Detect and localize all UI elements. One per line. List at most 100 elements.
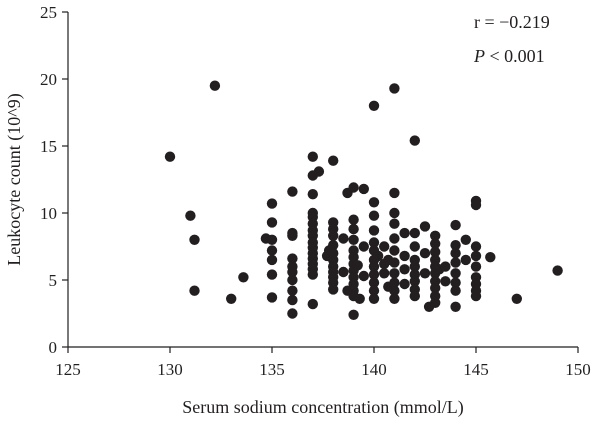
data-point xyxy=(266,198,278,209)
x-axis-title: Serum sodium concentration (mmol/L) xyxy=(182,397,463,418)
data-point xyxy=(185,210,196,221)
x-tick-label: 130 xyxy=(157,360,183,379)
data-point xyxy=(354,293,365,304)
data-point xyxy=(348,234,359,245)
data-point xyxy=(287,285,298,296)
data-point xyxy=(328,284,339,295)
data-point xyxy=(358,270,369,282)
x-tick-label: 135 xyxy=(259,360,285,379)
data-point xyxy=(307,151,318,162)
data-point xyxy=(379,241,390,252)
data-point xyxy=(552,265,563,276)
y-tick-label: 10 xyxy=(40,204,57,223)
data-point xyxy=(389,257,400,268)
data-point xyxy=(450,240,461,251)
data-point xyxy=(368,269,380,280)
data-point xyxy=(348,182,359,193)
data-point xyxy=(419,268,431,279)
x-axis: 125 130 135 140 145 150 xyxy=(55,346,591,379)
data-point xyxy=(313,166,325,177)
data-point xyxy=(399,264,410,275)
data-point xyxy=(209,80,221,91)
data-point xyxy=(368,197,380,208)
data-point xyxy=(358,183,369,195)
data-point xyxy=(450,257,461,268)
data-point xyxy=(419,221,431,232)
data-point xyxy=(450,248,461,259)
correlation-annotation: r = −0.219 xyxy=(474,12,550,32)
data-point xyxy=(348,214,359,225)
data-point xyxy=(389,187,400,199)
data-point xyxy=(379,268,390,279)
data-point xyxy=(328,155,339,166)
data-point xyxy=(389,277,400,288)
data-point xyxy=(358,241,369,252)
data-point xyxy=(430,238,441,249)
data-point xyxy=(287,308,298,319)
data-point xyxy=(430,297,441,308)
data-point xyxy=(470,241,482,252)
data-point xyxy=(460,234,471,245)
y-tick-label: 20 xyxy=(40,70,57,89)
data-point xyxy=(368,293,380,304)
data-point xyxy=(470,199,482,211)
data-point xyxy=(328,230,339,241)
data-point xyxy=(409,241,420,252)
x-tick-label: 145 xyxy=(463,360,489,379)
x-tick-label: 140 xyxy=(361,360,387,379)
data-point xyxy=(189,285,200,296)
data-point xyxy=(440,276,451,287)
data-point xyxy=(238,272,249,283)
y-axis: 0 5 10 15 20 25 xyxy=(40,3,69,357)
data-point xyxy=(460,254,471,266)
data-point xyxy=(287,186,298,197)
y-tick-label: 15 xyxy=(40,137,57,156)
data-points xyxy=(164,80,563,320)
data-point xyxy=(409,261,420,272)
p-value-annotation: P < 0.001 xyxy=(473,46,545,66)
x-tick-label: 150 xyxy=(565,360,591,379)
data-point xyxy=(470,290,482,302)
y-tick-label: 25 xyxy=(40,3,57,22)
data-point xyxy=(389,83,400,94)
data-point xyxy=(450,285,461,296)
data-point xyxy=(266,254,278,266)
data-point xyxy=(450,268,461,279)
data-point xyxy=(389,245,400,256)
data-point xyxy=(287,266,298,278)
x-tick-label: 125 xyxy=(55,360,81,379)
data-point xyxy=(450,277,461,288)
data-point xyxy=(338,233,349,244)
data-point xyxy=(307,269,318,280)
data-point xyxy=(389,285,400,296)
data-point xyxy=(430,246,441,258)
data-point xyxy=(399,278,410,290)
data-point xyxy=(328,240,339,251)
data-point xyxy=(399,227,410,239)
y-tick-label: 0 xyxy=(49,338,58,357)
y-axis-title: Leukocyte count (10^9) xyxy=(4,93,25,265)
data-point xyxy=(409,290,420,302)
data-point xyxy=(409,227,420,239)
data-point xyxy=(389,207,400,219)
data-point xyxy=(368,285,380,296)
data-point xyxy=(389,233,400,244)
y-tick-label: 5 xyxy=(49,271,58,290)
data-point xyxy=(266,217,278,228)
data-point xyxy=(287,253,298,264)
data-point xyxy=(450,301,461,312)
data-point xyxy=(287,294,298,306)
data-point xyxy=(430,282,441,294)
data-point xyxy=(399,250,410,262)
data-point xyxy=(368,261,380,272)
data-point xyxy=(266,234,278,245)
data-point xyxy=(164,151,176,162)
p-value-text: < 0.001 xyxy=(485,46,545,66)
data-point xyxy=(338,266,349,278)
data-point xyxy=(389,293,400,304)
data-point xyxy=(287,230,298,241)
data-point xyxy=(368,210,380,221)
data-point xyxy=(419,248,431,259)
data-point xyxy=(409,276,420,287)
